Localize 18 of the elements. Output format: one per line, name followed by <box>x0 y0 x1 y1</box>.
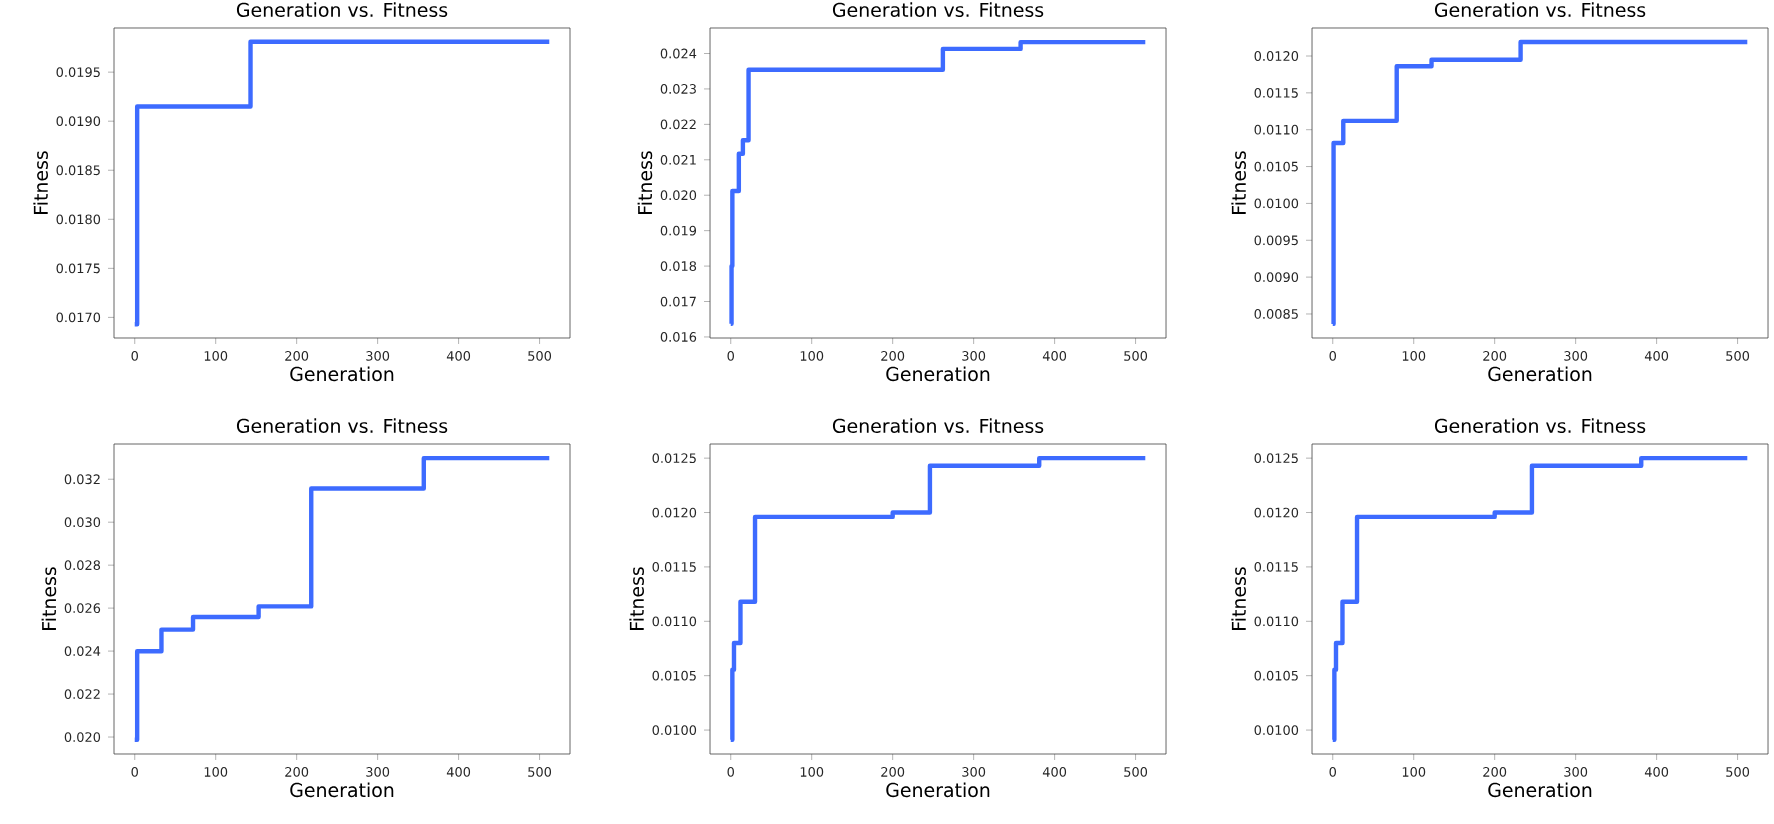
chart-title: Generation vs. Fitness <box>832 2 1044 18</box>
y-axis-title: Fitness <box>629 567 644 630</box>
x-axis-title: Generation <box>1488 366 1592 382</box>
y-axis-title: Fitness <box>637 151 653 214</box>
x-axis-title: Generation <box>1488 782 1592 798</box>
x-axis-title: Generation <box>886 366 990 382</box>
y-axis-title: Fitness <box>33 151 48 214</box>
y-axis-title: Fitness <box>41 567 57 630</box>
chart-title: Generation vs. Fitness <box>1434 2 1646 18</box>
x-axis-title: Generation <box>290 366 394 382</box>
x-axis-title: Generation <box>290 782 394 798</box>
x-axis-title: Generation <box>886 782 990 798</box>
chart-title: Generation vs. Fitness <box>832 418 1044 434</box>
chart-title: Generation vs. Fitness <box>236 2 448 18</box>
y-axis-title: Fitness <box>1231 151 1246 214</box>
y-axis-title: Fitness <box>1231 567 1246 630</box>
chart-title: Generation vs. Fitness <box>1434 418 1646 434</box>
chart-title: Generation vs. Fitness <box>236 418 448 434</box>
